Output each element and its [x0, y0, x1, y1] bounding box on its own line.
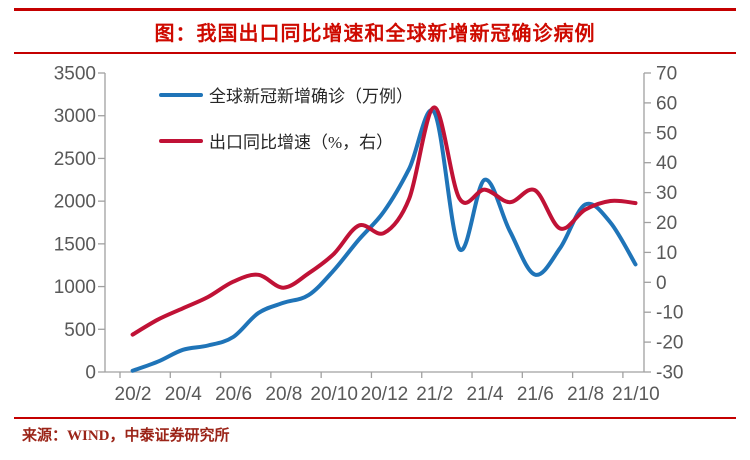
red-line-swatch [159, 138, 203, 143]
right-axis-tick-label: 10 [656, 243, 677, 264]
right-axis-tick-label: 60 [656, 93, 677, 114]
covid-cases-line [130, 108, 638, 373]
right-axis-tick-label: -30 [656, 363, 683, 384]
x-axis-tick-label: 21/2 [416, 384, 453, 405]
left-axis-tick-label: 2000 [54, 192, 96, 213]
x-axis-tick-label: 20/2 [115, 384, 152, 405]
right-axis-tick-label: -10 [656, 303, 683, 324]
x-axis-tick-label: 21/10 [612, 384, 660, 405]
blue-line-swatch [159, 92, 203, 97]
x-axis-tick-label: 20/12 [361, 384, 409, 405]
legend-label-export-growth: 出口同比增速（%，右） [209, 133, 394, 152]
left-axis-tick-label: 3500 [54, 64, 96, 85]
right-axis-tick-label: 20 [656, 213, 677, 234]
legend-label-covid-cases: 全球新冠新增确诊（万例） [209, 87, 413, 106]
right-axis-tick-label: 50 [656, 123, 677, 144]
chart-legend: 全球新冠新增确诊（万例） 出口同比增速（%，右） [159, 82, 413, 153]
x-axis-tick-label: 20/10 [310, 384, 358, 405]
top-divider [14, 8, 736, 11]
left-axis-tick-label: 0 [85, 363, 96, 384]
export-growth-line [130, 105, 638, 337]
figure-title: 图：我国出口同比增速和全球新增新冠确诊病例 [154, 23, 596, 45]
right-axis-tick-label: 0 [656, 273, 667, 294]
left-axis-tick-label: 3000 [54, 106, 96, 127]
right-axis-tick-label: -20 [656, 333, 683, 354]
left-axis-tick-label: 500 [64, 320, 96, 341]
x-axis-tick-label: 21/6 [517, 384, 554, 405]
right-axis-tick-label: 30 [656, 183, 677, 204]
source-note: 来源：WIND，中泰证券研究所 [22, 428, 230, 444]
left-axis-tick-label: 1500 [54, 234, 96, 255]
x-axis-tick-label: 21/4 [467, 384, 504, 405]
right-axis-tick-label: 40 [656, 153, 677, 174]
left-axis-tick-label: 2500 [54, 149, 96, 170]
legend-item-covid-cases: 全球新冠新增确诊（万例） [159, 82, 413, 107]
x-axis-tick-label: 21/8 [567, 384, 604, 405]
left-axis-tick-label: 1000 [54, 277, 96, 298]
x-axis-tick-label: 20/8 [265, 384, 302, 405]
right-axis-tick-label: 70 [656, 64, 677, 85]
legend-item-export-growth: 出口同比增速（%，右） [159, 128, 413, 153]
bottom-divider [14, 417, 736, 419]
x-axis-tick-label: 20/6 [215, 384, 252, 405]
title-divider [14, 52, 736, 54]
x-axis-tick-label: 20/4 [165, 384, 202, 405]
